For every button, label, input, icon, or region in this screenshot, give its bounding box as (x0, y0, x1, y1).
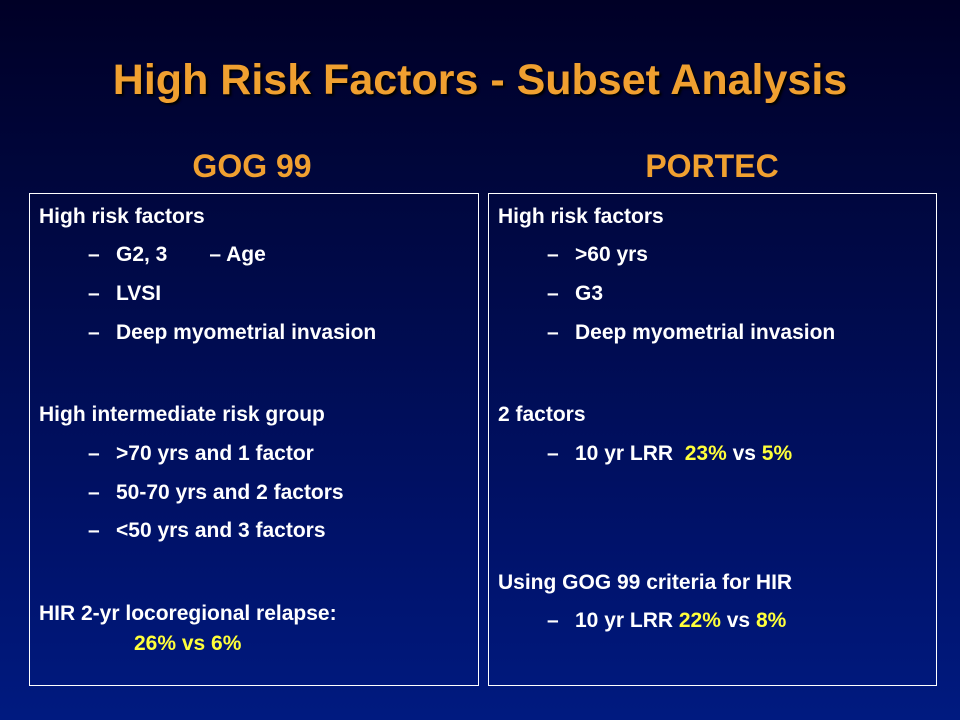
bullet-dash: – (547, 282, 559, 305)
portec-risk-text: Deep myometrial invasion (575, 321, 836, 344)
portec-box: High risk factors – >60 yrs – G3 – Deep myo… (488, 193, 937, 686)
gog99-hir-text: <50 yrs and 3 factors (116, 519, 326, 542)
lrr-value-low: 5% (761, 442, 793, 465)
gog99-relapse-value: 26% vs 6% (134, 632, 242, 655)
gog99-hir-header: High intermediate risk group (39, 403, 325, 426)
gog99-hir-item: – <50 yrs and 3 factors (88, 519, 326, 543)
gog99-age-text: – Age (209, 243, 266, 266)
lrr-prefix: 10 yr LRR (575, 442, 685, 465)
bullet-dash: – (88, 519, 100, 542)
gog99-hir-item: –50-70 yrs and 2 factors (88, 481, 344, 505)
gog99-risk-header: High risk factors (39, 205, 205, 228)
portec-two-factors-header: 2 factors (498, 403, 586, 426)
lrr-value-low: 8% (755, 609, 787, 632)
lrr-prefix: 10 yr LRR (575, 609, 679, 632)
lrr-vs: vs (720, 609, 756, 632)
portec-heading: PORTEC (645, 148, 779, 184)
gog99-relapse-header: HIR 2-yr locoregional relapse: (39, 602, 337, 625)
bullet-dash: – (88, 282, 100, 305)
bullet-dash: – (547, 609, 559, 632)
gog99-risk-item-lvsi: – LVSI (88, 282, 161, 306)
bullet-dash: – (88, 481, 100, 504)
portec-risk-header: High risk factors (498, 205, 664, 228)
portec-risk-item: – >60 yrs (547, 243, 648, 267)
gog99-heading: GOG 99 (192, 148, 312, 184)
portec-risk-text: G3 (575, 282, 604, 305)
portec-gog-item: –10 yr LRR 22% vs 8% (547, 609, 786, 633)
portec-two-factors-item: –10 yr LRR 23% vs 5% (547, 442, 792, 466)
gog99-hir-text: >70 yrs and 1 factor (116, 442, 314, 465)
bullet-dash: – (547, 321, 559, 344)
slide-title: High Risk Factors - Subset Analysis (112, 56, 848, 104)
gog99-deep-text: Deep myometrial invasion (116, 321, 377, 344)
gog99-lvsi-text: LVSI (116, 282, 162, 305)
bullet-dash: – (547, 243, 559, 266)
gog99-hir-item: – >70 yrs and 1 factor (88, 442, 314, 466)
lrr-vs: vs (726, 442, 762, 465)
portec-risk-item: – G3 (547, 282, 603, 306)
gog99-hir-text: 50-70 yrs and 2 factors (116, 481, 344, 504)
gog99-risk-item-deep: – Deep myometrial invasion (88, 321, 376, 345)
bullet-dash: – (88, 442, 100, 465)
lrr-value-high: 22% (678, 609, 721, 632)
portec-risk-text: >60 yrs (575, 243, 648, 266)
bullet-dash: – (88, 243, 100, 266)
bullet-dash: – (88, 321, 100, 344)
gog99-risk-item-grade: – G2, 3 – Age (88, 243, 266, 267)
gog99-box: High risk factors – G2, 3– Age – LVSI – Dee… (29, 193, 479, 686)
portec-risk-item: – Deep myometrial invasion (547, 321, 835, 345)
portec-gog-header: Using GOG 99 criteria for HIR (498, 571, 793, 594)
gog99-grade-text: G2, 3 (116, 243, 168, 266)
lrr-value-high: 23% (684, 442, 727, 465)
bullet-dash: – (547, 442, 559, 465)
